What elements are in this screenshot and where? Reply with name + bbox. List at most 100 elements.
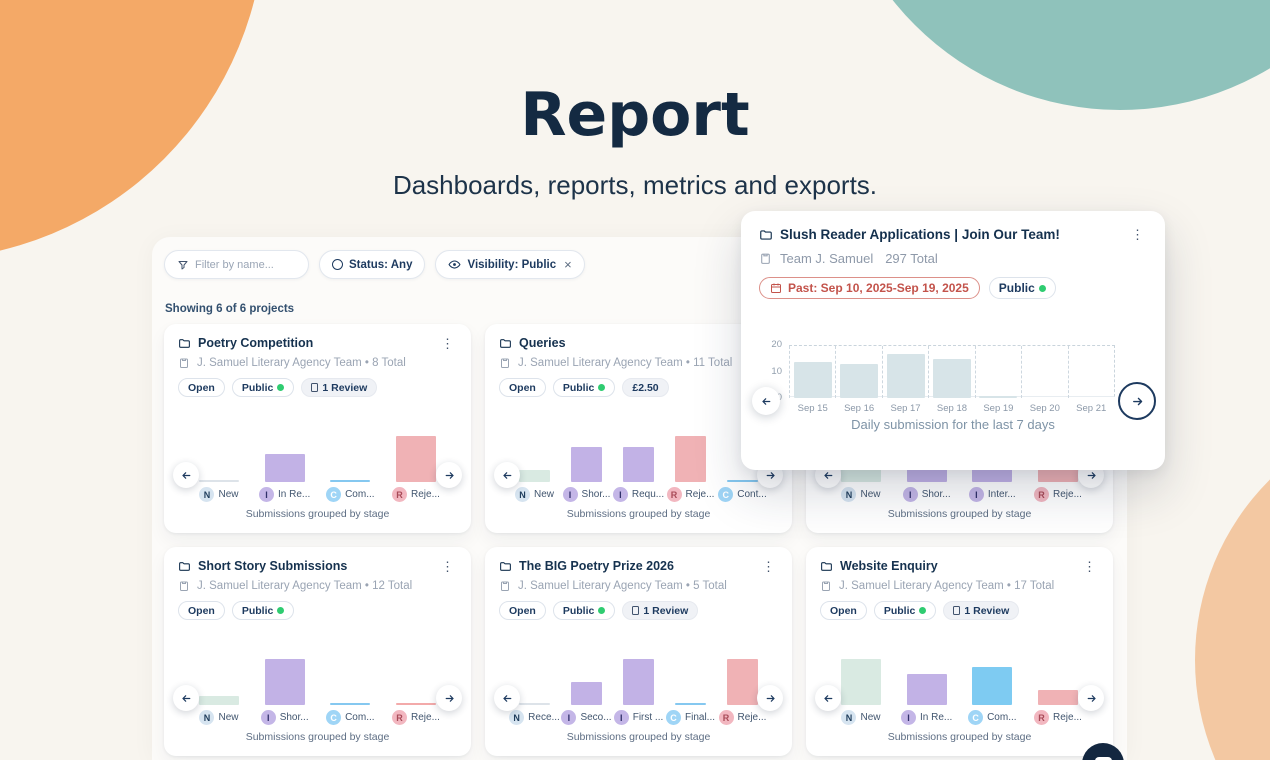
stage-column: I Shor... [256,644,314,725]
prev-stage-button[interactable] [173,462,199,488]
kebab-menu-icon[interactable]: ⋮ [1083,558,1096,574]
stage-letter-badge: N [514,487,530,502]
next-stage-button[interactable] [757,685,783,711]
project-badge-pill: Public [552,601,616,620]
visibility-label: Public [998,281,1035,295]
eye-icon [448,258,462,271]
prev-stage-button[interactable] [173,685,199,711]
team-icon [820,580,832,592]
project-card[interactable]: Short Story Submissions ⋮ J. Samuel Lite… [164,547,471,756]
stage-letter-badge: R [392,710,408,725]
chat-widget-button[interactable] [1082,743,1124,760]
chat-bubble-icon [1094,757,1112,760]
close-icon[interactable]: × [564,257,572,272]
stage-column: I First ... [613,644,663,725]
stage-label: Requ... [631,489,665,500]
project-badge-pill: Public [552,378,616,397]
chart-caption: Submissions grouped by stage [566,731,711,743]
stage-letter-badge: R [392,487,408,502]
badge-label: Public [241,604,274,617]
badge-label: Public [562,381,595,394]
day-column: Sep 21 [1067,346,1114,414]
filter-by-name-input[interactable] [195,258,295,271]
name-filter[interactable] [164,250,309,279]
badge-label: Public [883,604,916,617]
visibility-pill: Public [988,277,1056,299]
day-column: Sep 19 [974,346,1021,414]
kebab-menu-icon[interactable]: ⋮ [441,335,454,351]
project-title: Queries [519,336,566,350]
calendar-icon [770,282,782,294]
stage-letter-badge: I [612,487,628,502]
review-doc-icon [311,383,319,392]
project-card[interactable]: The BIG Poetry Prize 2026 ⋮ J. Samuel Li… [485,547,792,756]
stage-bar [395,702,436,705]
y-tick-label: 10 [771,365,782,377]
stage-column: N New [190,644,248,725]
project-card[interactable]: Website Enquiry ⋮ J. Samuel Literary Age… [806,547,1113,756]
x-tick-label: Sep 18 [936,403,968,414]
stage-label: New [860,712,881,723]
folder-icon [759,228,773,242]
day-column: Sep 16 [835,346,881,414]
next-stage-button[interactable] [1078,685,1104,711]
day-bar [932,359,971,398]
status-filter-pill[interactable]: Status: Any [319,250,426,279]
prev-stage-button[interactable] [494,685,520,711]
stage-column: R Reje... [666,421,714,502]
next-chart-button[interactable] [1118,382,1156,420]
kebab-menu-icon[interactable]: ⋮ [762,558,775,574]
stage-letter-badge: N [841,710,857,725]
kebab-menu-icon[interactable]: ⋮ [1131,227,1144,242]
public-dot-icon [598,607,606,614]
featured-project-card[interactable]: Slush Reader Applications | Join Our Tea… [741,211,1165,470]
kebab-menu-icon[interactable]: ⋮ [441,558,454,574]
badge-label: £2.50 [632,381,659,394]
stage-bar [1037,690,1078,705]
plot-area: Sep 15 Sep 16 Sep 17 Sep 18 Sep 19 Sep 20 Sep … [789,345,1115,414]
day-bar [886,354,925,398]
project-card[interactable]: Queries ⋮ J. Samuel Literary Agency Team… [485,324,792,533]
team-icon [759,252,772,265]
status-filter-label: Status: Any [349,258,413,271]
team-label: J. Samuel Literary Agency Team • 12 Tota… [197,580,413,592]
project-badge-pill: Public [231,378,295,397]
stage-bar [519,470,550,482]
day-bar [979,396,1018,398]
stage-column: C Com... [963,644,1021,725]
stage-column: N New [190,421,248,502]
stage-label: New [533,489,554,500]
prev-stage-button[interactable] [494,462,520,488]
next-stage-button[interactable] [436,685,462,711]
day-bar [840,364,879,398]
project-badge-pill: Open [499,378,546,397]
funnel-icon [177,259,189,271]
project-card[interactable]: Poetry Competition ⋮ J. Samuel Literary … [164,324,471,533]
badge-label: Public [241,381,274,394]
badges-row: Open Public 1 Review [820,601,1099,620]
x-tick-label: Sep 15 [797,403,828,414]
stage-label: Shor... [921,489,951,500]
x-tick-label: Sep 17 [890,403,921,414]
stage-column: C Com... [321,421,379,502]
stage-chart: N New I In Re... C Com... R Reje... [178,421,457,502]
stage-label: New [218,489,239,500]
day-column: Sep 18 [928,346,974,414]
page-subtitle: Dashboards, reports, metrics and exports… [392,170,878,200]
badge-label: 1 Review [643,604,689,617]
day-column: Sep 17 [881,346,928,414]
prev-chart-button[interactable] [752,387,780,415]
stage-bar [264,659,305,705]
prev-stage-button[interactable] [815,685,841,711]
stage-label: Reje... [1053,489,1082,500]
badge-label: Open [509,604,536,617]
project-title: The BIG Poetry Prize 2026 [519,559,674,573]
x-tick-label: Sep 19 [983,403,1014,414]
project-badge-pill: 1 Review [301,378,378,397]
date-range-pill[interactable]: Past: Sep 10, 2025-Sep 19, 2025 [759,277,980,299]
stage-label: Reje... [411,489,440,500]
next-stage-button[interactable] [436,462,462,488]
stage-column: C Com... [321,644,379,725]
day-bar [793,362,832,398]
visibility-filter-pill[interactable]: Visibility: Public × [435,250,585,279]
